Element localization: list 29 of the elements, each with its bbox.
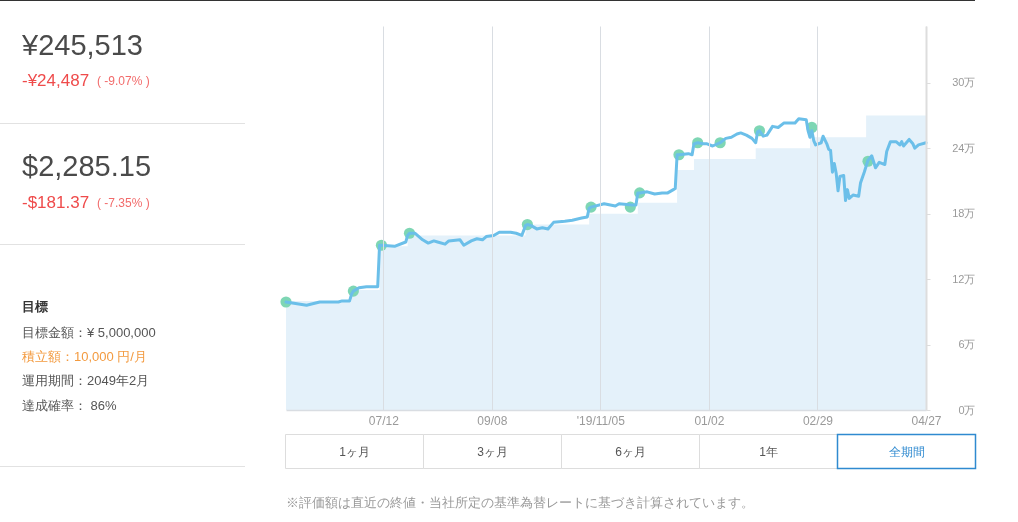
x-tick-label: 02/29 [802,413,834,428]
x-tick-label: 07/12 [368,413,400,428]
text: -¥24,487 [22,71,90,90]
y-tick-label: 18万 [952,207,976,220]
text: ※評価額は直近の終値・当社所定の基準為替レートに基づき計算されています。 [286,495,754,510]
text: 1年 [759,444,778,459]
y-tick-label: 24万 [952,141,976,154]
text: ( -9.07% ) [97,74,150,88]
text: 全期間 [888,444,925,459]
x-tick-label: 09/08 [477,413,508,428]
text: 6ヶ月 [615,444,646,459]
text: 1ヶ月 [339,444,370,459]
y-tick-label: 6万 [958,338,976,351]
y-tick-label: 12万 [952,272,976,285]
text: ¥245,513 [21,29,143,61]
text: 運用期間：2049年2月 [22,373,150,388]
text: $2,285.15 [22,150,152,182]
text: ( -7.35% ) [97,196,150,210]
text: -$181.37 [22,193,90,212]
text: 積立額：10,000 円/月 [22,349,147,364]
text: 目標金額：¥ 5,000,000 [22,325,156,340]
x-tick-label: 01/02 [694,413,725,428]
x-tick-label: 04/27 [911,413,942,428]
x-tick-label: '19/11/05 [576,413,626,428]
text: 3ヶ月 [477,444,508,459]
text: 目標 [22,299,48,314]
y-tick-label: 0万 [958,403,976,416]
text: 達成確率： 86% [22,398,118,413]
y-tick-label: 30万 [952,76,976,89]
